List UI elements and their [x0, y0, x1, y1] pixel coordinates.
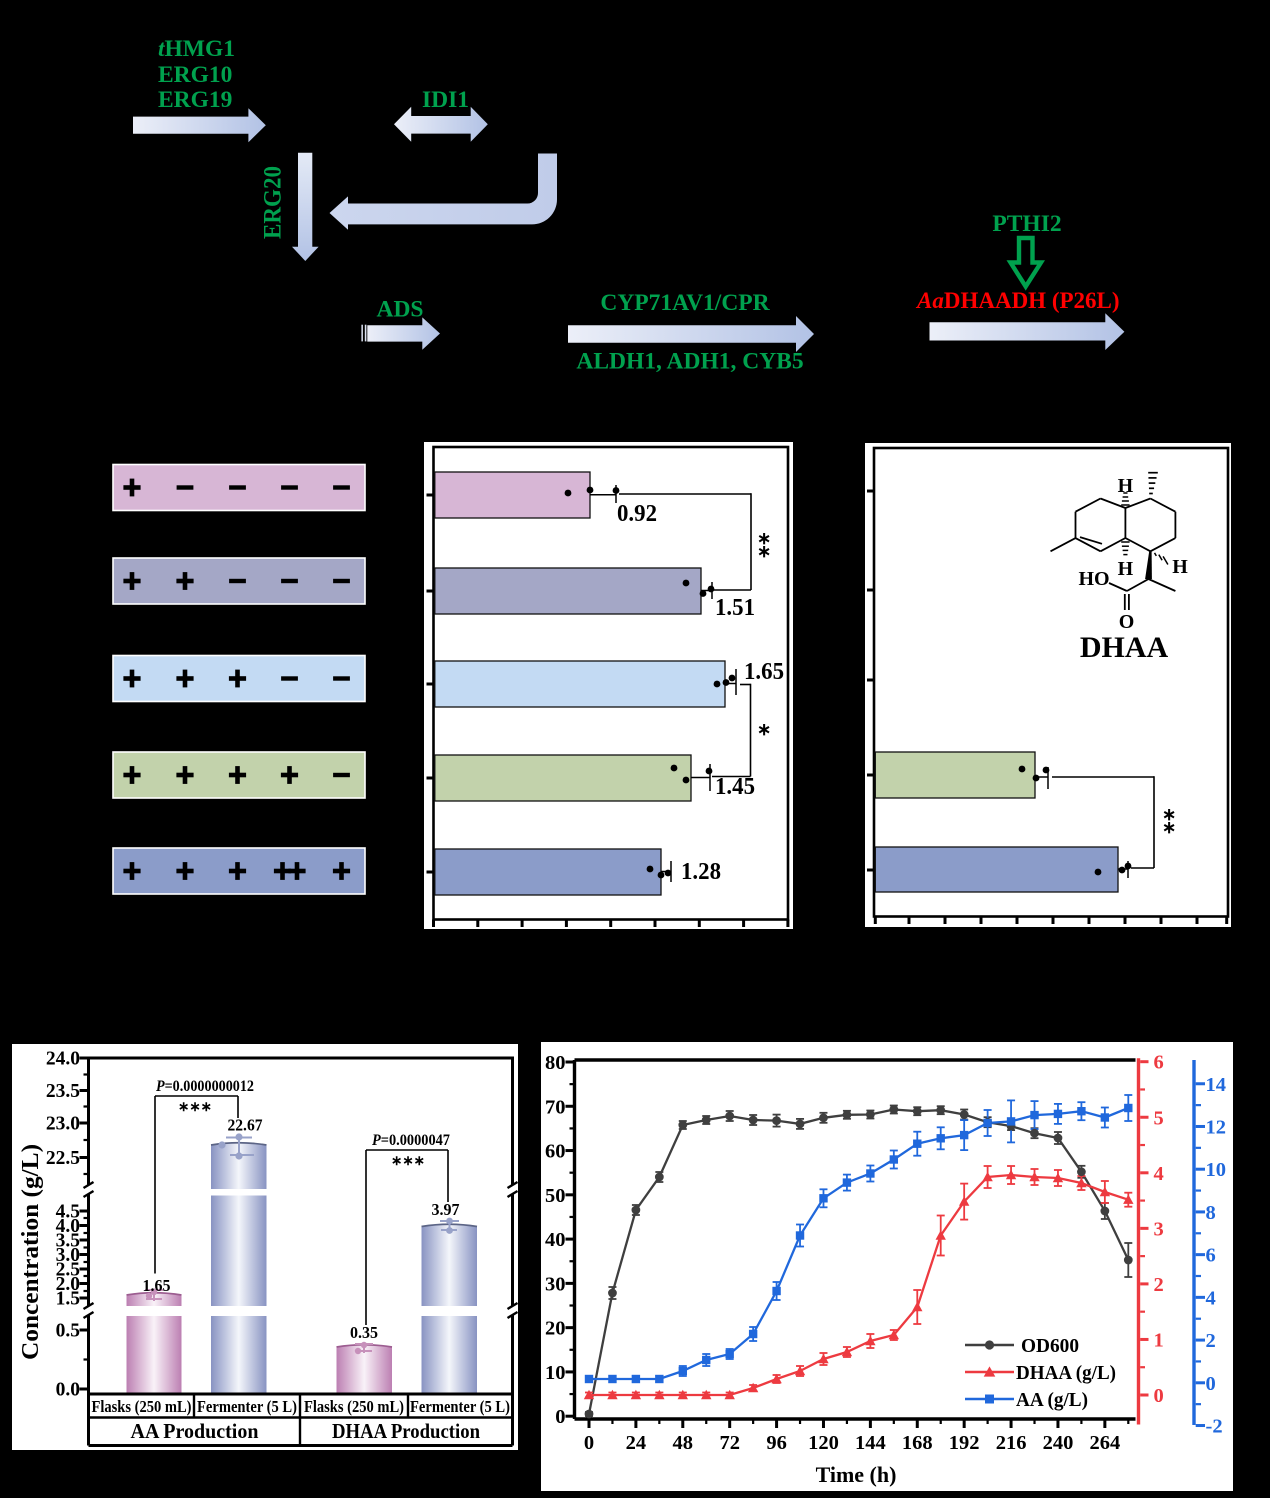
svg-text:48: 48 [673, 1432, 694, 1454]
svg-text:50: 50 [545, 1185, 566, 1207]
svg-text:HO: HO [1078, 568, 1109, 590]
svg-text:ALDH1, ADH1, CYB5: ALDH1, ADH1, CYB5 [576, 349, 803, 375]
svg-text:P=0.0000000012: P=0.0000000012 [156, 1078, 254, 1095]
svg-text:3.0: 3.0 [56, 1245, 80, 1266]
svg-text:264: 264 [1089, 1432, 1120, 1454]
svg-text:40: 40 [545, 1229, 566, 1251]
svg-text:240: 240 [1043, 1432, 1074, 1454]
svg-text:20: 20 [545, 1318, 566, 1340]
svg-text:-2: -2 [1206, 1416, 1223, 1438]
svg-text:6: 6 [1154, 1052, 1164, 1074]
svg-text:ERG10: ERG10 [158, 62, 232, 88]
svg-text:0.35: 0.35 [350, 1323, 378, 1342]
svg-text:DHAA: DHAA [1080, 631, 1169, 664]
svg-text:22.5: 22.5 [46, 1148, 80, 1169]
svg-text:AA (g/L): AA (g/L) [1016, 1389, 1088, 1411]
svg-text:8: 8 [1206, 1202, 1216, 1224]
svg-text:5: 5 [1154, 1107, 1164, 1129]
svg-text:AA Production: AA Production [131, 1419, 259, 1443]
svg-text:216: 216 [996, 1432, 1027, 1454]
svg-text:OD600: OD600 [1021, 1335, 1079, 1357]
svg-text:0.5: 0.5 [56, 1321, 81, 1342]
svg-text:14: 14 [1206, 1074, 1227, 1096]
svg-text:1.65: 1.65 [744, 659, 784, 685]
svg-text:1.45: 1.45 [715, 774, 755, 800]
svg-text:70: 70 [545, 1096, 566, 1118]
svg-text:2: 2 [1154, 1274, 1164, 1296]
svg-text:96: 96 [766, 1432, 787, 1454]
svg-text:24: 24 [626, 1432, 647, 1454]
svg-text:3.5: 3.5 [56, 1231, 81, 1252]
svg-text:72: 72 [719, 1432, 740, 1454]
svg-text:ADS: ADS [376, 297, 423, 323]
svg-text:0: 0 [555, 1406, 565, 1428]
svg-text:Concentration (g/L): Concentration (g/L) [18, 1144, 44, 1360]
svg-text:PTHI2: PTHI2 [992, 211, 1061, 237]
svg-text:23.0: 23.0 [46, 1114, 80, 1135]
svg-text:168: 168 [902, 1432, 933, 1454]
svg-text:60: 60 [545, 1141, 566, 1163]
svg-text:ERG19: ERG19 [158, 87, 232, 113]
svg-text:H: H [1172, 556, 1188, 578]
svg-text:1.28: 1.28 [681, 859, 721, 885]
svg-text:∗: ∗ [757, 529, 771, 548]
svg-text:2: 2 [1206, 1330, 1216, 1352]
svg-text:AaDHAADH (P26L): AaDHAADH (P26L) [915, 288, 1120, 313]
svg-text:12: 12 [1206, 1116, 1227, 1138]
svg-text:tHMG1: tHMG1 [158, 36, 235, 62]
svg-text:80: 80 [545, 1052, 566, 1074]
svg-text:H: H [1118, 475, 1134, 497]
svg-text:2.5: 2.5 [56, 1260, 81, 1281]
svg-text:3.97: 3.97 [432, 1200, 460, 1219]
svg-text:Fermenter (5 L): Fermenter (5 L) [410, 1397, 510, 1416]
svg-text:4.5: 4.5 [56, 1202, 81, 1223]
svg-text:CYP71AV1/CPR: CYP71AV1/CPR [600, 290, 770, 316]
svg-text:P=0.0000047: P=0.0000047 [372, 1132, 450, 1149]
svg-text:1.51: 1.51 [715, 595, 755, 621]
svg-text:3: 3 [1154, 1218, 1164, 1240]
svg-text:∗: ∗ [1162, 818, 1176, 837]
svg-text:1.65: 1.65 [143, 1276, 171, 1295]
svg-text:Fermenter (5 L): Fermenter (5 L) [197, 1397, 297, 1416]
svg-text:1: 1 [1154, 1329, 1164, 1351]
svg-text:∗: ∗ [1162, 805, 1176, 824]
svg-text:∗∗∗: ∗∗∗ [391, 1153, 425, 1168]
svg-text:23.5: 23.5 [46, 1081, 80, 1102]
svg-text:1.5: 1.5 [56, 1289, 81, 1310]
svg-text:DHAA (g/L): DHAA (g/L) [1016, 1362, 1116, 1384]
svg-text:0: 0 [584, 1432, 594, 1454]
svg-text:0.0: 0.0 [56, 1380, 80, 1401]
svg-text:∗∗∗: ∗∗∗ [178, 1099, 212, 1114]
svg-text:10: 10 [1206, 1159, 1227, 1181]
svg-text:0: 0 [1206, 1373, 1216, 1395]
svg-text:144: 144 [855, 1432, 886, 1454]
svg-text:0: 0 [1154, 1385, 1164, 1407]
svg-text:2.0: 2.0 [56, 1274, 80, 1295]
svg-text:120: 120 [808, 1432, 839, 1454]
svg-text:24.0: 24.0 [46, 1049, 80, 1070]
svg-text:ERG20: ERG20 [260, 166, 287, 239]
svg-text:∗: ∗ [757, 542, 771, 561]
svg-text:Time (h): Time (h) [816, 1462, 897, 1487]
svg-text:192: 192 [949, 1432, 980, 1454]
svg-text:10: 10 [545, 1362, 566, 1384]
svg-text:4: 4 [1154, 1163, 1164, 1185]
svg-text:30: 30 [545, 1273, 566, 1295]
svg-text:DHAA Production: DHAA Production [332, 1419, 480, 1443]
svg-text:∗: ∗ [757, 720, 771, 739]
svg-text:Flasks (250 mL): Flasks (250 mL) [304, 1397, 404, 1416]
svg-text:IDI1: IDI1 [422, 87, 469, 113]
svg-text:22.67: 22.67 [228, 1116, 263, 1135]
svg-text:4.0: 4.0 [56, 1216, 80, 1237]
svg-text:0.92: 0.92 [617, 501, 657, 527]
svg-text:6: 6 [1206, 1245, 1216, 1267]
svg-text:O: O [1119, 611, 1135, 633]
svg-text:4: 4 [1206, 1287, 1216, 1309]
svg-text:H: H [1118, 558, 1134, 580]
svg-text:Flasks (250 mL): Flasks (250 mL) [92, 1397, 192, 1416]
